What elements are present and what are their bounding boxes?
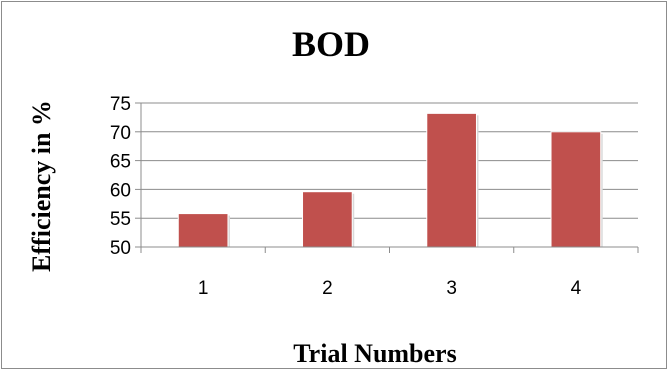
bar xyxy=(426,112,477,248)
y-axis-title: Efficiency in % xyxy=(27,100,56,272)
y-tick-labels: 50 55 60 65 70 75 xyxy=(110,94,131,259)
bar xyxy=(177,213,229,248)
y-tick-label: 55 xyxy=(110,209,131,230)
chart-title: BOD xyxy=(292,24,370,64)
y-tick-label: 70 xyxy=(110,123,131,144)
y-tick-label: 50 xyxy=(110,238,131,259)
bars xyxy=(177,112,603,248)
x-tick-label: 3 xyxy=(446,278,457,299)
x-tick-labels: 1 2 3 4 xyxy=(198,278,582,299)
x-axis-title: Trial Numbers xyxy=(293,339,456,368)
bar xyxy=(550,131,602,248)
axes xyxy=(140,103,639,253)
bar xyxy=(302,191,353,248)
x-tick-label: 2 xyxy=(322,278,333,299)
y-tick-label: 60 xyxy=(110,180,131,201)
y-tick-label: 75 xyxy=(110,94,131,115)
x-tick-label: 1 xyxy=(198,278,209,299)
y-tick-label: 65 xyxy=(110,152,131,173)
x-tick-label: 4 xyxy=(571,278,582,299)
